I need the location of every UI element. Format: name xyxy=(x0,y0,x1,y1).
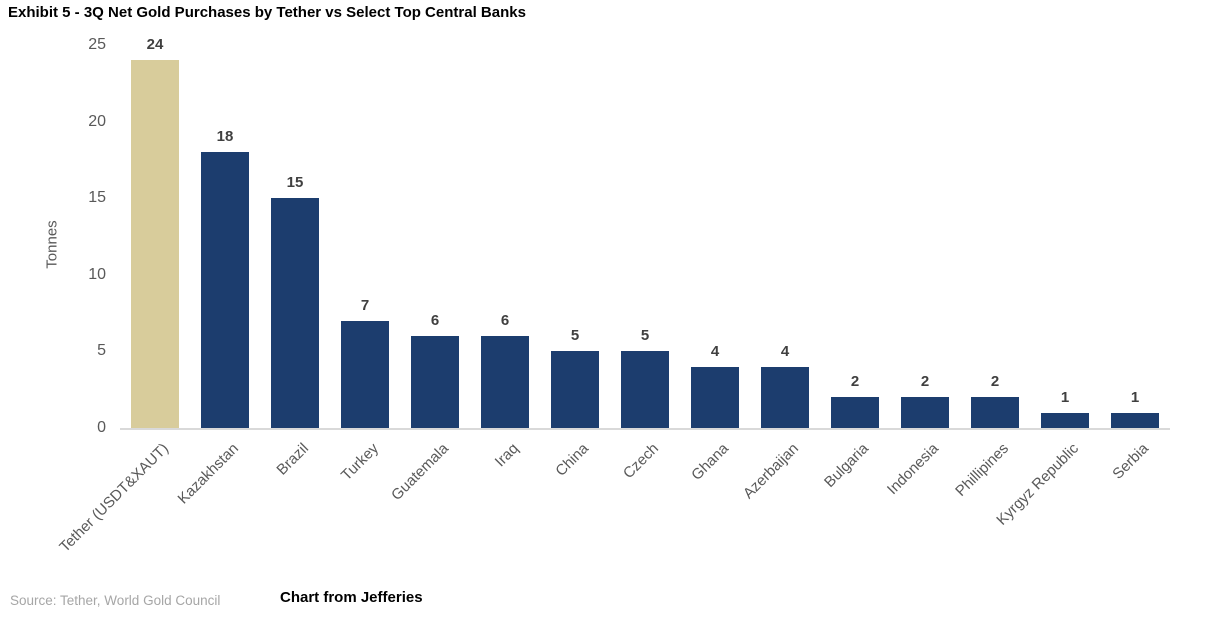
bar-value-label: 4 xyxy=(780,342,790,360)
y-tick-label: 10 xyxy=(88,265,106,283)
bar-value-label: 4 xyxy=(710,342,720,360)
bar-serbia xyxy=(1111,412,1159,428)
y-tick-label: 5 xyxy=(97,342,106,360)
bar-value-label: 5 xyxy=(570,327,580,345)
bar-value-label: 24 xyxy=(146,36,164,54)
bar-turkey xyxy=(341,320,389,428)
x-category-label: Azerbaijan xyxy=(739,440,803,503)
bar-value-label: 15 xyxy=(286,174,304,192)
bar-azerbaijan xyxy=(761,366,809,428)
x-category-label: Ghana xyxy=(688,440,733,484)
bar-iraq xyxy=(481,336,529,428)
x-category-label: Brazil xyxy=(273,440,313,479)
bar-value-label: 2 xyxy=(920,373,930,391)
x-category-label: Indonesia xyxy=(883,440,943,499)
bar-czech xyxy=(621,351,669,428)
y-tick-label: 25 xyxy=(88,36,106,53)
x-category-label: Kyrgyz Republic xyxy=(993,440,1083,529)
chart-title: Exhibit 5 - 3Q Net Gold Purchases by Tet… xyxy=(8,4,526,21)
bar-value-label: 2 xyxy=(850,373,860,391)
x-category-label: Serbia xyxy=(1109,440,1153,483)
x-category-label: Turkey xyxy=(337,440,383,485)
plot-area: 24 18 15 7 6 6 5 5 4 4 2 2 2 1 1 xyxy=(120,36,1170,430)
bar-brazil xyxy=(271,198,319,428)
bar-indonesia xyxy=(901,397,949,428)
x-category-label: Tether (USDT&XAUT) xyxy=(56,440,173,556)
bar-guatemala xyxy=(411,336,459,428)
bar-value-label: 6 xyxy=(500,312,510,330)
source-text: Source: Tether, World Gold Council xyxy=(10,593,221,608)
x-category-label: China xyxy=(552,440,593,480)
bar-china xyxy=(551,351,599,428)
y-tick-label: 20 xyxy=(88,112,106,130)
x-category-label: Bulgaria xyxy=(821,440,873,491)
y-axis-label: Tonnes xyxy=(43,220,61,269)
x-category-label: Guatemala xyxy=(388,440,453,504)
x-category-label: Czech xyxy=(619,440,663,483)
x-category-label: Kazakhstan xyxy=(174,440,243,508)
bar-value-label: 5 xyxy=(640,327,650,345)
bar-value-label: 7 xyxy=(360,296,370,314)
bar-tether-usdt-xaut xyxy=(131,60,179,428)
y-tick-label: 0 xyxy=(97,419,106,436)
credit-text: Chart from Jefferies xyxy=(280,589,423,606)
bar-ghana xyxy=(691,366,739,428)
bar-bulgaria xyxy=(831,397,879,428)
bar-kyrgyz-republic xyxy=(1041,412,1089,428)
bar-kazakhstan xyxy=(201,152,249,428)
bar-value-label: 6 xyxy=(430,312,440,330)
bar-phillipines xyxy=(971,397,1019,428)
bar-value-label: 1 xyxy=(1060,388,1070,406)
bar-value-label: 2 xyxy=(990,373,1000,391)
bar-value-label: 18 xyxy=(216,128,234,146)
x-category-label: Phillipines xyxy=(952,440,1013,500)
y-tick-label: 15 xyxy=(88,189,106,207)
bar-value-label: 1 xyxy=(1130,388,1140,406)
x-category-label: Iraq xyxy=(491,440,523,471)
